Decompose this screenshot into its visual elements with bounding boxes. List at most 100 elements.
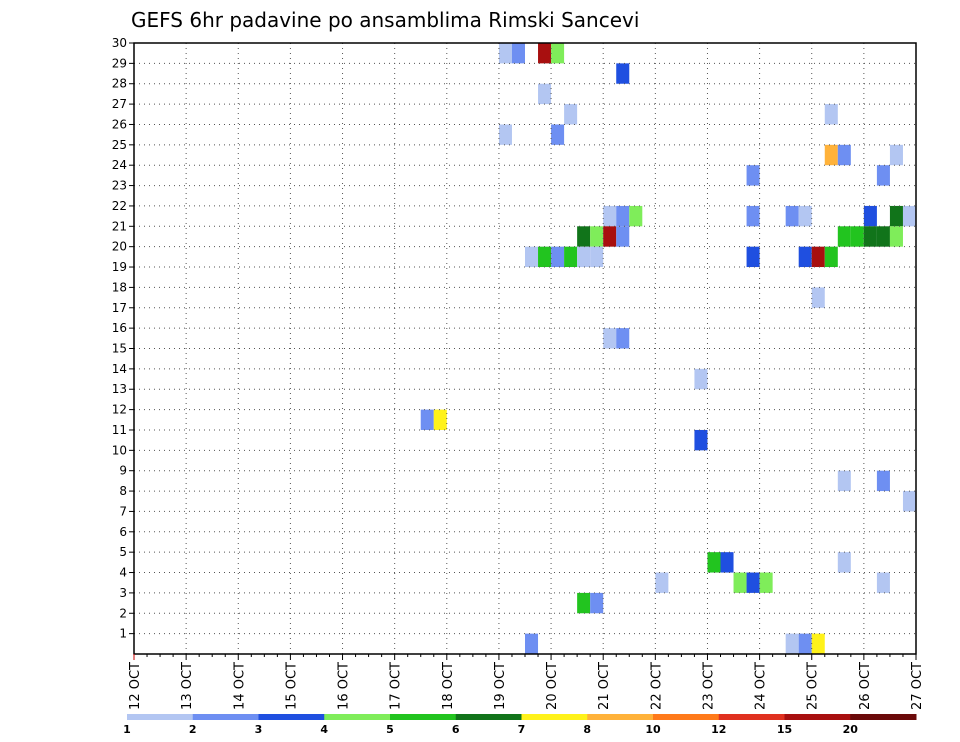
colorbar-swatch xyxy=(258,714,325,720)
data-cell xyxy=(720,552,734,573)
y-tick-label: 4 xyxy=(119,566,127,580)
data-cell xyxy=(876,226,890,247)
data-cell xyxy=(498,124,512,145)
data-cell xyxy=(590,592,604,614)
colorbar-label: 8 xyxy=(583,723,591,736)
data-cell xyxy=(785,633,799,654)
y-tick-label: 29 xyxy=(112,56,127,70)
y-tick-label: 2 xyxy=(119,606,127,620)
x-tick-label: 27 OCT xyxy=(910,662,925,710)
x-tick-label: 15 OCT xyxy=(284,662,299,710)
y-tick-label: 8 xyxy=(119,484,127,498)
data-cell xyxy=(616,226,630,247)
data-cell xyxy=(837,470,851,492)
data-cell xyxy=(785,205,799,227)
data-cell xyxy=(824,246,838,268)
y-tick-label: 1 xyxy=(119,627,127,641)
colorbar-label: 20 xyxy=(843,723,859,736)
y-tick-label: 10 xyxy=(112,443,127,457)
y-tick-label: 26 xyxy=(112,117,127,131)
data-cell xyxy=(746,205,760,227)
y-tick-label: 28 xyxy=(112,77,127,91)
data-cell xyxy=(538,246,552,268)
x-tick-label: 14 OCT xyxy=(232,662,247,710)
x-tick-label: 13 OCT xyxy=(180,662,195,710)
data-cell xyxy=(603,205,617,227)
x-tick-label: 26 OCT xyxy=(858,662,873,710)
y-tick-label: 9 xyxy=(119,464,127,478)
colorbar-label: 6 xyxy=(452,723,460,736)
data-cell xyxy=(798,246,812,268)
data-cell xyxy=(694,429,708,451)
x-tick-label: 25 OCT xyxy=(806,662,821,710)
data-cell xyxy=(577,592,591,614)
data-cell xyxy=(498,43,512,64)
colorbar-swatch xyxy=(390,714,457,720)
colorbar-label: 12 xyxy=(711,723,726,736)
data-cell xyxy=(590,246,604,268)
x-tick-label: 24 OCT xyxy=(754,662,769,710)
data-cell xyxy=(603,328,617,349)
data-cell xyxy=(889,205,903,227)
y-tick-label: 17 xyxy=(112,301,127,315)
data-cell xyxy=(733,572,747,593)
colorbar-swatch xyxy=(587,714,654,720)
y-tick-label: 15 xyxy=(112,342,127,356)
y-tick-label: 14 xyxy=(112,362,127,376)
data-cell xyxy=(707,552,721,573)
data-cell xyxy=(538,43,552,64)
data-cell xyxy=(655,572,669,593)
colorbar-swatch xyxy=(192,714,259,720)
data-cell xyxy=(798,205,812,227)
data-cell xyxy=(824,144,838,166)
y-tick-label: 24 xyxy=(112,158,127,172)
y-tick-label: 13 xyxy=(112,382,127,396)
data-cell xyxy=(876,470,890,492)
data-cell xyxy=(837,552,851,573)
y-tick-label: 16 xyxy=(112,321,127,335)
y-axis: 1234567891011121314151617181920212223242… xyxy=(112,36,134,641)
data-cell xyxy=(525,633,539,654)
colorbar-label: 7 xyxy=(518,723,526,736)
data-cell xyxy=(525,246,539,268)
x-tick-label: 12 OCT xyxy=(128,662,143,710)
colorbar-label: 2 xyxy=(189,723,197,736)
y-tick-label: 18 xyxy=(112,280,127,294)
data-cell xyxy=(577,246,591,268)
y-tick-label: 12 xyxy=(112,403,127,417)
colorbar-label: 10 xyxy=(645,723,661,736)
data-cell xyxy=(837,144,851,166)
data-cell xyxy=(746,246,760,268)
data-cell xyxy=(902,491,916,512)
y-tick-label: 6 xyxy=(119,525,127,539)
colorbar-swatch xyxy=(455,714,522,720)
data-cell xyxy=(511,43,525,64)
chart-title: GEFS 6hr padavine po ansamblima Rimski S… xyxy=(131,8,639,32)
colorbar-swatch xyxy=(324,714,391,720)
data-cell xyxy=(902,205,916,227)
colorbar: 1 2 3 4 5 6 7 8 10 12 15 20 xyxy=(123,714,917,736)
data-cell xyxy=(564,246,578,268)
colorbar-label: 1 xyxy=(123,723,131,736)
data-cell xyxy=(824,104,838,125)
colorbar-label: 3 xyxy=(255,723,263,736)
data-cell xyxy=(746,165,760,186)
data-cell xyxy=(433,409,447,430)
y-tick-label: 21 xyxy=(112,219,127,233)
data-cell xyxy=(629,205,643,227)
x-tick-label: 18 OCT xyxy=(441,662,456,710)
data-cell xyxy=(863,226,877,247)
x-tick-label: 16 OCT xyxy=(337,662,352,710)
x-tick-label: 22 OCT xyxy=(649,662,664,710)
x-tick-label: 19 OCT xyxy=(493,662,508,710)
data-cell xyxy=(889,226,903,247)
data-cell xyxy=(837,226,851,247)
y-tick-label: 23 xyxy=(112,179,127,193)
x-tick-label: 20 OCT xyxy=(545,662,560,710)
y-tick-label: 5 xyxy=(119,545,127,559)
y-tick-label: 11 xyxy=(112,423,127,437)
data-cell xyxy=(876,572,890,593)
colorbar-swatch xyxy=(127,714,194,720)
data-cell xyxy=(863,205,877,227)
